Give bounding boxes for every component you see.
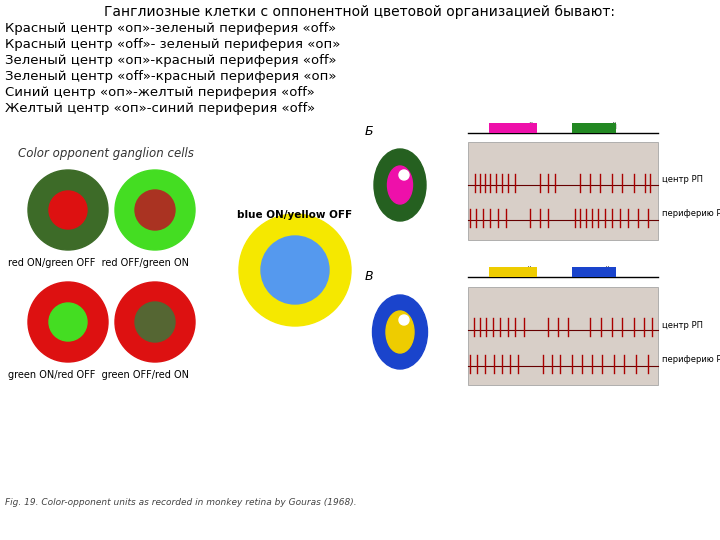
Circle shape	[28, 170, 108, 250]
Bar	[468, 287, 658, 385]
Bar	[572, 123, 616, 133]
Circle shape	[115, 170, 195, 250]
Text: зеленый: зеленый	[579, 122, 617, 131]
Text: периферию РП: периферию РП	[662, 355, 720, 364]
Text: blue ON/yellow OFF: blue ON/yellow OFF	[238, 210, 353, 220]
Circle shape	[135, 190, 175, 230]
Circle shape	[239, 214, 351, 326]
Bar	[572, 267, 616, 277]
Text: периферию РП: периферию РП	[662, 210, 720, 219]
Ellipse shape	[372, 295, 428, 369]
Text: green ON/red OFF  green OFF/red ON: green ON/red OFF green OFF/red ON	[8, 370, 189, 380]
Ellipse shape	[386, 311, 414, 353]
Text: red ON/green OFF  red OFF/green ON: red ON/green OFF red OFF/green ON	[8, 258, 189, 268]
Text: Красный центр «оп»-зеленый периферия «off»: Красный центр «оп»-зеленый периферия «of…	[5, 22, 336, 35]
Circle shape	[261, 236, 329, 304]
Circle shape	[399, 315, 409, 325]
Text: Ганглиозные клетки с оппонентной цветовой организацией бывают:: Ганглиозные клетки с оппонентной цветово…	[104, 5, 616, 19]
Text: Color opponent ganglion cells: Color opponent ganglion cells	[18, 147, 194, 160]
Text: Зеленый центр «off»-красный периферия «оп»: Зеленый центр «off»-красный периферия «о…	[5, 70, 336, 83]
Text: центр РП: центр РП	[662, 321, 703, 329]
Circle shape	[49, 303, 87, 341]
Text: желтый: желтый	[498, 266, 533, 275]
Text: синий: синий	[585, 266, 611, 275]
Text: Желтый центр «оп»-синий периферия «off»: Желтый центр «оп»-синий периферия «off»	[5, 102, 315, 115]
Bar	[489, 267, 537, 277]
Text: Б: Б	[365, 125, 374, 138]
Text: Зеленый центр «оп»-красный периферия «off»: Зеленый центр «оп»-красный периферия «of…	[5, 54, 336, 67]
Text: Синий центр «оп»-желтый периферия «off»: Синий центр «оп»-желтый периферия «off»	[5, 86, 315, 99]
Ellipse shape	[387, 166, 413, 204]
Circle shape	[115, 282, 195, 362]
Circle shape	[49, 191, 87, 229]
Text: В: В	[365, 270, 374, 283]
Circle shape	[135, 302, 175, 342]
Text: Fig. 19. Color-opponent units as recorded in monkey retina by Gouras (1968).: Fig. 19. Color-opponent units as recorde…	[5, 498, 356, 507]
Text: Красный центр «off»- зеленый периферия «оп»: Красный центр «off»- зеленый периферия «…	[5, 38, 341, 51]
Bar	[489, 123, 537, 133]
Circle shape	[399, 170, 409, 180]
Text: центр РП: центр РП	[662, 176, 703, 185]
Circle shape	[28, 282, 108, 362]
Text: красный: красный	[496, 122, 534, 131]
Ellipse shape	[374, 149, 426, 221]
Bar	[468, 142, 658, 240]
